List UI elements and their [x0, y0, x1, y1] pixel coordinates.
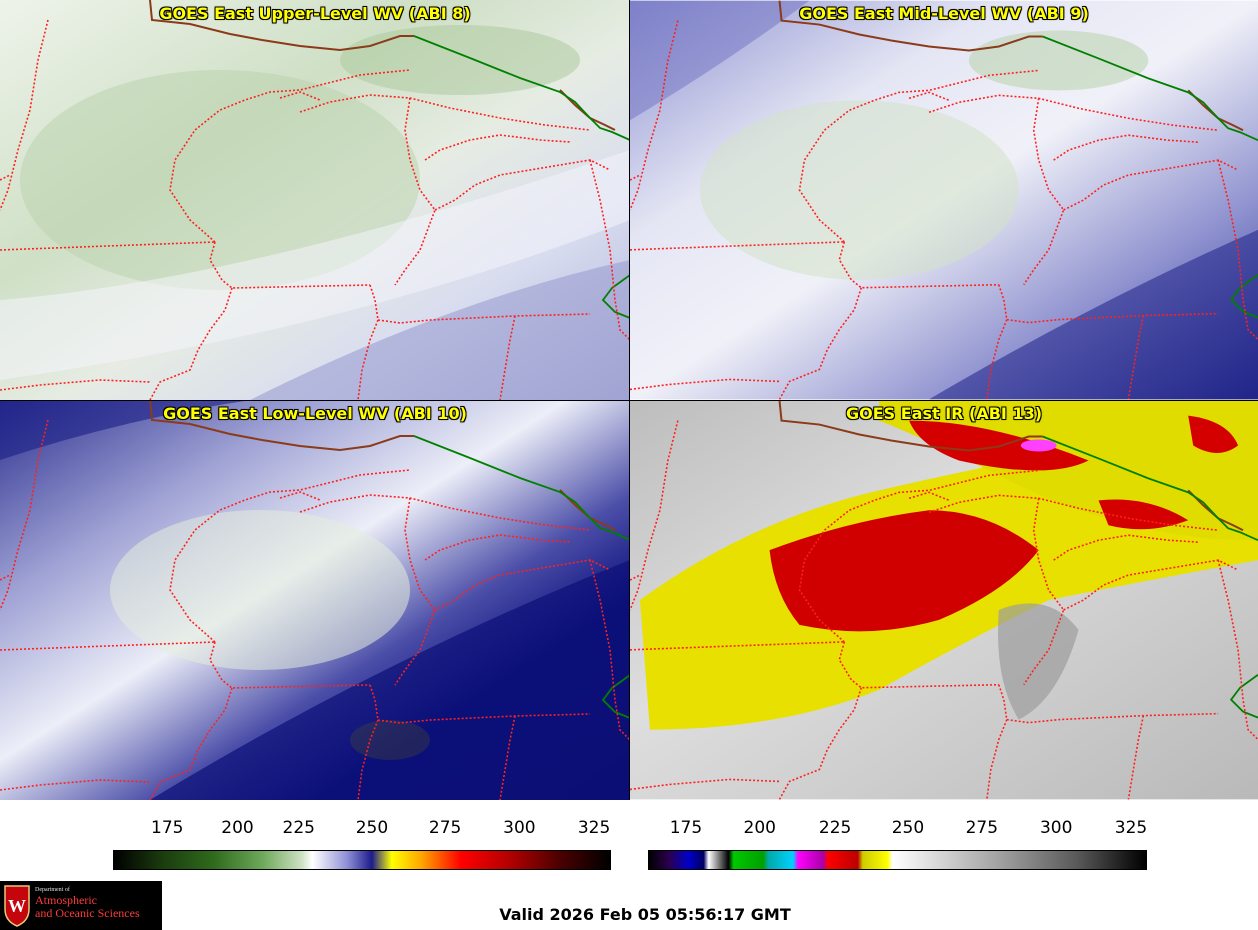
wv-tick-label: 300: [503, 818, 536, 838]
mid-level-wv-panel: GOES East Mid-Level WV (ABI 9): [630, 0, 1258, 400]
wv-tick-label: 250: [355, 818, 389, 838]
ir-tick-label: 325: [1114, 818, 1148, 838]
ir-tick-label: 175: [669, 818, 703, 838]
ir-tick-label: 275: [965, 818, 999, 838]
wv-colorbar: 175 200 225 250 275 300 325: [113, 818, 611, 870]
low-level-wv-image: [0, 400, 630, 800]
wv-tick-label: 325: [577, 818, 611, 838]
upper-level-wv-image: [0, 0, 630, 400]
wv-tick-label: 275: [428, 818, 462, 838]
logo-name-line-2: and Oceanic Sciences: [35, 906, 140, 920]
panel-divider-horizontal: [0, 400, 1258, 401]
panel-title: GOES East Low-Level WV (ABI 10): [163, 404, 467, 423]
panel-title: GOES East Upper-Level WV (ABI 8): [159, 4, 471, 23]
upper-level-wv-panel: GOES East Upper-Level WV (ABI 8): [0, 0, 630, 400]
ir-tick-label: 300: [1039, 818, 1073, 838]
valid-time: Valid 2026 Feb 05 05:56:17 GMT: [499, 905, 791, 924]
logo-department-text: Department of: [35, 887, 70, 893]
crest-letter: W: [8, 896, 26, 916]
logo-name-line-1: Atmospheric: [35, 893, 97, 907]
uw-aos-logo: W Department of Atmospheric and Oceanic …: [0, 881, 162, 930]
wv-tick-label: 200: [221, 818, 254, 838]
ir-image: [630, 400, 1258, 800]
ir-colorbar-ticks: 175 200 225 250 275 300 325: [648, 818, 1148, 842]
ir-tick-label: 225: [818, 818, 852, 838]
wv-tick-label: 175: [151, 818, 184, 838]
ir-tick-label: 250: [891, 818, 925, 838]
wv-colorbar-gradient: [113, 850, 611, 870]
ir-panel: GOES East IR (ABI 13): [630, 400, 1258, 800]
wv-tick-label: 225: [282, 818, 315, 838]
ir-colorbar: 175 200 225 250 275 300 325: [648, 818, 1148, 870]
panel-title: GOES East Mid-Level WV (ABI 9): [799, 4, 1089, 23]
uw-crest-icon: W: [4, 885, 30, 927]
mid-level-wv-image: [630, 0, 1258, 400]
ir-colorbar-gradient: [648, 850, 1147, 870]
low-level-wv-panel: GOES East Low-Level WV (ABI 10): [0, 400, 630, 800]
ir-tick-label: 200: [743, 818, 776, 838]
wv-colorbar-ticks: 175 200 225 250 275 300 325: [113, 818, 611, 842]
panel-title: GOES East IR (ABI 13): [845, 404, 1043, 423]
